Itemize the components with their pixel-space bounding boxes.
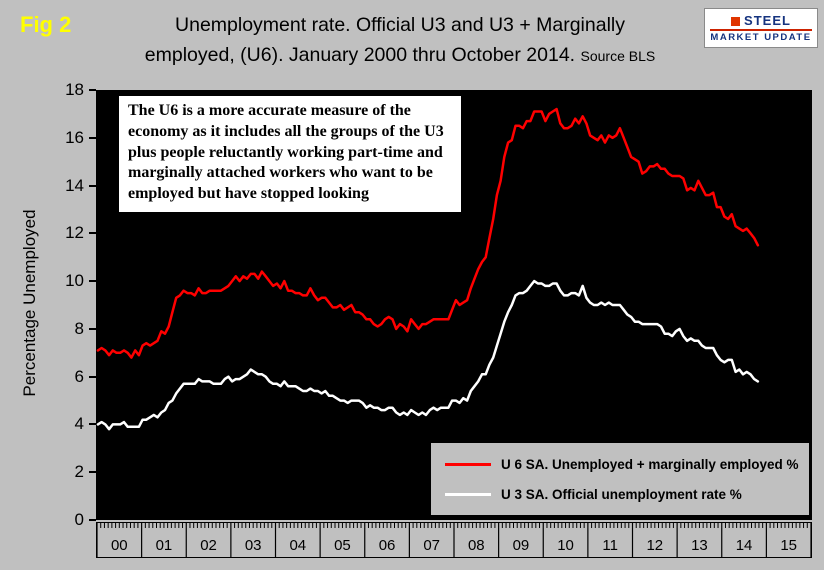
annotation-box: The U6 is a more accurate measure of the…	[118, 95, 462, 213]
y-tick-mark	[89, 89, 96, 91]
legend-label-u6: U 6 SA. Unemployed + marginally employed…	[501, 456, 799, 472]
x-year-label: 05	[334, 537, 351, 554]
x-year-label: 07	[423, 537, 441, 554]
x-year-label: 13	[691, 537, 708, 554]
logo-line1: STEEL	[744, 13, 791, 28]
logo-flag-icon	[731, 17, 741, 27]
chart-title: Unemployment rate. Official U3 and U3 + …	[110, 10, 690, 70]
y-tick-mark	[89, 280, 96, 283]
legend: U 6 SA. Unemployed + marginally employed…	[430, 442, 810, 516]
y-tick-label: 0	[74, 510, 84, 529]
x-year-label: 06	[378, 537, 396, 554]
y-tick-label: 12	[65, 223, 84, 243]
y-tick-mark	[89, 327, 96, 330]
y-tick-label: 10	[65, 271, 84, 291]
y-tick-label: 4	[74, 414, 84, 434]
x-year-label: 11	[602, 537, 618, 554]
fig-label: Fig 2	[20, 12, 72, 37]
source-label: Source BLS	[580, 48, 656, 65]
x-year-label: 04	[289, 537, 307, 554]
legend-swatch-u6	[445, 462, 491, 466]
logo-top-row: STEEL	[705, 14, 817, 27]
y-tick-label: 18	[65, 80, 84, 99]
x-year-label: 12	[646, 537, 664, 554]
title-line1: Unemployment rate. Official U3 and U3 + …	[175, 14, 625, 36]
x-year-label: 02	[200, 537, 217, 554]
y-tick-label: 6	[74, 366, 84, 386]
x-year-label: 10	[557, 537, 574, 554]
y-tick-label: 2	[74, 462, 84, 482]
x-year-label: 01	[155, 537, 173, 554]
y-tick-mark	[89, 136, 96, 139]
y-tick-mark	[89, 471, 96, 474]
series-line-u6	[96, 107, 760, 359]
x-axis-ticks-svg	[97, 523, 811, 557]
y-tick-mark	[89, 519, 96, 521]
plot-area: The U6 is a more accurate measure of the…	[96, 90, 812, 520]
y-tick-mark	[89, 423, 96, 426]
x-year-label: 14	[735, 537, 753, 554]
steel-market-update-logo: STEEL MARKET UPDATE	[704, 8, 818, 48]
logo-line2: MARKET UPDATE	[710, 29, 812, 43]
legend-item-u6: U 6 SA. Unemployed + marginally employed…	[445, 457, 809, 472]
y-tick-mark	[89, 184, 96, 187]
x-year-label: 08	[467, 537, 485, 554]
x-year-label: 15	[780, 537, 798, 554]
y-tick-label: 14	[65, 175, 84, 195]
x-year-label: 00	[110, 537, 128, 554]
y-tick-label: 16	[65, 127, 84, 147]
y-axis-title: Percentage Unemployed	[20, 209, 39, 397]
legend-label-u3: U 3 SA. Official unemployment rate %	[501, 486, 742, 502]
plot-lines-svg	[96, 107, 760, 431]
y-tick-label: 8	[74, 318, 84, 338]
x-axis: 00 01 02 03 04 05 06 07 08 09 10 11 12 13 14 15	[96, 522, 812, 558]
y-tick-mark	[89, 232, 96, 235]
title-line2-wrap: employed, (U6). January 2000 thru Octobe…	[110, 40, 690, 70]
title-line2: employed, (U6). January 2000 thru Octobe…	[144, 44, 576, 67]
legend-swatch-u3	[445, 492, 491, 496]
legend-item-u3: U 3 SA. Official unemployment rate %	[445, 487, 809, 502]
x-year-label: 03	[244, 537, 262, 554]
series-line-u3	[96, 279, 760, 431]
x-year-label: 09	[512, 537, 530, 554]
y-tick-mark	[89, 375, 96, 378]
